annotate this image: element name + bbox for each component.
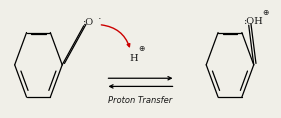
Text: Proton Transfer: Proton Transfer (108, 97, 173, 105)
Text: :OH: :OH (244, 17, 264, 26)
Text: ·: · (98, 14, 102, 24)
Text: ⊕: ⊕ (138, 44, 144, 53)
Text: ⊕: ⊕ (262, 8, 269, 17)
Text: H: H (129, 55, 138, 63)
Text: :O: :O (83, 18, 94, 27)
